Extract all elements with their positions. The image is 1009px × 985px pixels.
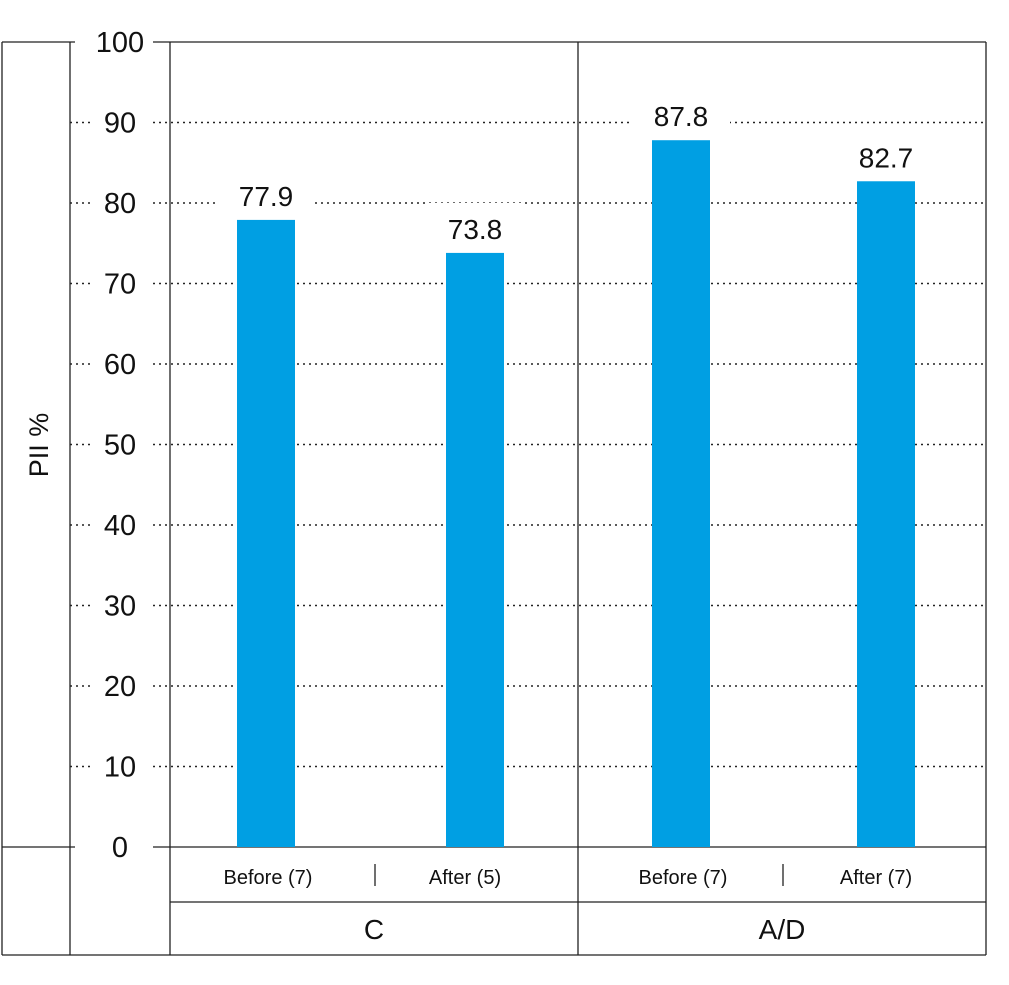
x-tick-label: After (7): [840, 867, 912, 889]
bar: [237, 219, 295, 847]
bar: [446, 252, 504, 847]
label-background: [837, 131, 935, 174]
y-tick-label: 60: [104, 349, 136, 381]
x-tick-label: Before (7): [639, 867, 728, 889]
bar-value-label: 82.7: [859, 142, 914, 173]
bar-value-label: 73.8: [448, 214, 503, 245]
group-label: C: [364, 914, 384, 945]
y-tick-label: 40: [104, 510, 136, 542]
label-background: [632, 90, 730, 133]
bar-value-label: 87.8: [654, 101, 709, 132]
y-tick-label: 30: [104, 591, 136, 623]
y-tick-label: 0: [112, 832, 128, 864]
y-tick-label: 20: [104, 671, 136, 703]
bar: [652, 140, 710, 847]
group-label: A/D: [759, 914, 806, 945]
y-tick-label: 80: [104, 188, 136, 220]
y-tick-label: 100: [96, 27, 144, 59]
y-tick-label: 10: [104, 752, 136, 784]
x-tick-label: After (5): [429, 867, 501, 889]
y-tick-label: 70: [104, 269, 136, 301]
label-background: [426, 202, 524, 245]
y-tick-label: 90: [104, 108, 136, 140]
x-tick-label: Before (7): [224, 867, 313, 889]
bar-value-label: 77.9: [239, 181, 294, 212]
y-axis-label: PII %: [24, 413, 54, 478]
bar: [857, 181, 915, 847]
y-tick-label: 50: [104, 430, 136, 462]
label-background: [217, 169, 315, 212]
